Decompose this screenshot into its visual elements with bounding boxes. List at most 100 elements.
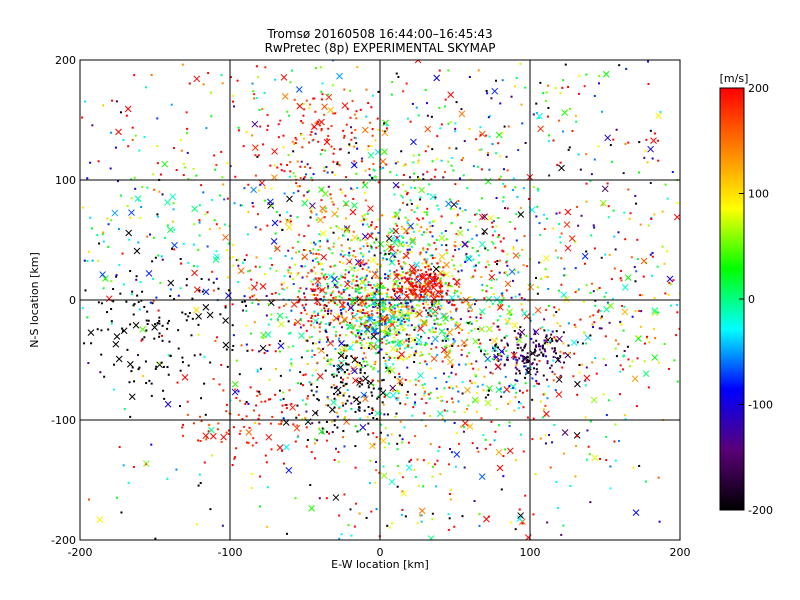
grid-lines: [80, 60, 680, 540]
data-point: [394, 211, 397, 214]
data-point: [373, 283, 376, 286]
data-point: [473, 500, 476, 503]
data-point: [311, 270, 314, 273]
data-point: [278, 306, 281, 309]
data-point-cross: [430, 355, 438, 363]
data-point: [251, 134, 254, 137]
data-point: [159, 173, 162, 176]
data-point: [420, 397, 423, 400]
data-point: [411, 102, 414, 105]
data-point-cross: [621, 284, 629, 291]
data-point: [502, 168, 505, 171]
data-point: [410, 245, 413, 248]
data-point: [394, 283, 397, 286]
colorbar-tick-label: 200: [748, 82, 769, 95]
data-point: [416, 207, 419, 210]
data-point: [274, 393, 277, 396]
data-point: [370, 365, 373, 368]
data-point: [300, 119, 303, 122]
data-point: [593, 226, 596, 229]
data-point: [256, 390, 259, 393]
data-point: [310, 320, 313, 323]
data-point: [84, 289, 87, 292]
data-point: [251, 444, 254, 447]
data-point: [350, 126, 353, 129]
data-point-cross: [277, 320, 285, 328]
data-point: [281, 404, 284, 407]
data-point-cross: [460, 339, 468, 347]
data-point: [227, 242, 230, 245]
data-point: [368, 225, 371, 228]
data-point-cross: [491, 87, 499, 95]
data-point: [515, 391, 518, 394]
data-point: [545, 308, 548, 311]
data-point: [357, 285, 360, 288]
data-point: [363, 323, 366, 326]
data-point: [344, 383, 347, 386]
data-point: [539, 400, 542, 403]
data-point: [342, 290, 345, 293]
data-point: [238, 373, 241, 376]
data-point-cross: [267, 198, 274, 206]
data-point: [480, 168, 483, 171]
data-point: [450, 259, 453, 262]
data-point: [143, 305, 146, 308]
data-point: [290, 362, 293, 365]
data-point: [447, 528, 450, 531]
data-point: [397, 285, 400, 288]
data-point: [502, 250, 505, 253]
data-point: [419, 251, 422, 254]
data-point-cross: [496, 304, 504, 311]
data-point: [198, 415, 201, 418]
data-point: [309, 252, 312, 255]
data-point: [446, 334, 449, 337]
data-point: [380, 330, 383, 333]
data-point: [414, 383, 417, 386]
data-point: [556, 256, 559, 259]
data-point: [392, 297, 395, 300]
data-point: [498, 177, 501, 180]
data-point: [192, 167, 195, 170]
data-point: [167, 373, 170, 376]
data-point: [315, 252, 318, 255]
data-point: [398, 434, 401, 437]
data-point: [584, 416, 587, 419]
data-point: [416, 458, 419, 461]
data-point: [349, 187, 352, 190]
data-point: [367, 145, 370, 148]
data-point: [393, 304, 396, 307]
data-point: [568, 352, 571, 355]
data-point: [255, 281, 258, 284]
data-point-cross: [319, 286, 326, 294]
data-point: [447, 350, 450, 353]
data-point: [390, 303, 393, 306]
data-point: [535, 363, 538, 366]
data-point: [612, 138, 615, 141]
data-point: [439, 287, 442, 290]
data-point: [382, 166, 385, 169]
data-point: [562, 524, 565, 527]
data-point: [447, 122, 450, 125]
data-point: [332, 384, 335, 387]
data-point: [181, 63, 184, 66]
data-point: [267, 398, 270, 401]
data-point: [156, 213, 159, 216]
data-point: [340, 292, 343, 295]
data-point: [435, 485, 438, 488]
data-point-cross: [491, 337, 498, 345]
data-point: [392, 311, 395, 314]
data-point: [410, 250, 413, 253]
data-point-cross: [443, 271, 450, 278]
data-point: [354, 296, 357, 299]
data-point: [226, 162, 229, 165]
data-point: [368, 413, 371, 416]
data-point: [545, 91, 548, 94]
data-point: [392, 237, 395, 240]
data-point-cross: [270, 238, 278, 245]
data-point: [287, 320, 290, 323]
data-point: [640, 310, 643, 313]
data-point-cross: [651, 307, 659, 314]
data-point: [334, 347, 337, 350]
data-point: [404, 347, 407, 350]
data-point-cross: [409, 336, 417, 344]
